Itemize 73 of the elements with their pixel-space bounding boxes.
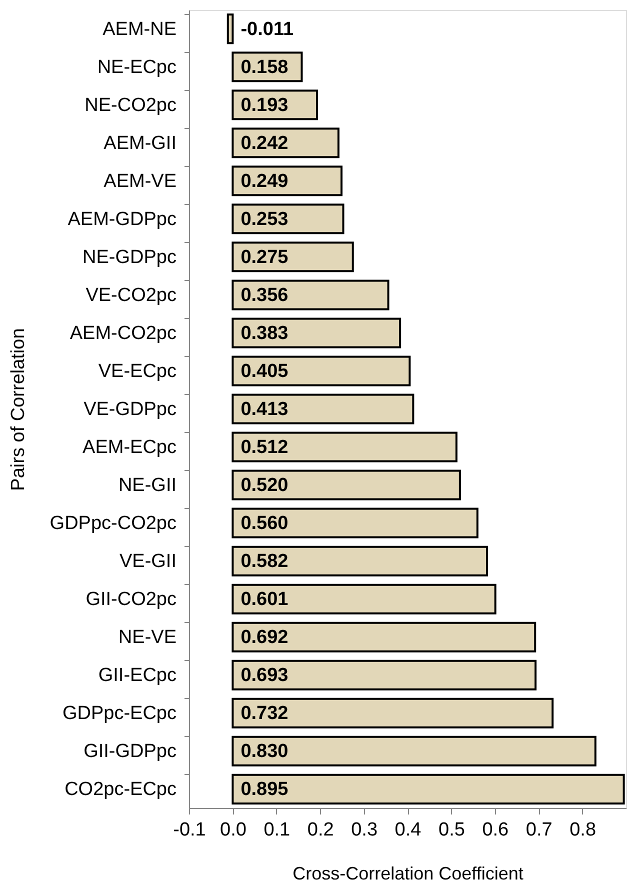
bar — [232, 242, 354, 272]
y-tick-label: AEM-ECpc — [82, 437, 176, 458]
data-label: 0.249 — [240, 170, 288, 192]
bar — [232, 318, 402, 348]
bar — [232, 394, 414, 424]
data-label: 0.895 — [240, 779, 289, 800]
y-tick-label: AEM-GII — [104, 132, 176, 154]
y-tick-label: GII-CO2pc — [86, 589, 176, 610]
data-label: 0.275 — [240, 246, 289, 268]
y-tick-label: VE-ECpc — [98, 360, 176, 382]
x-tick-label: 0.8 — [570, 820, 596, 840]
bar — [232, 736, 596, 766]
data-label: 0.732 — [240, 703, 288, 724]
x-tick-label: 0.7 — [526, 820, 552, 840]
bar — [232, 432, 458, 462]
y-tick-label: NE-GDPpc — [82, 246, 176, 268]
y-tick-label: AEM-NE — [102, 18, 176, 40]
x-tick-label: -0.1 — [173, 820, 206, 840]
y-tick-label: CO2pc-ECpc — [64, 779, 176, 800]
bar — [232, 622, 536, 652]
y-tick-label: NE-CO2pc — [84, 94, 176, 116]
bar — [232, 204, 344, 234]
data-label: 0.560 — [240, 513, 288, 534]
data-label: 0.692 — [240, 627, 288, 648]
data-label: 0.413 — [240, 399, 288, 420]
y-tick-label: NE-VE — [118, 627, 176, 648]
y-tick-label: GII-ECpc — [98, 665, 176, 686]
data-label: 0.830 — [240, 741, 288, 762]
x-axis-title: Cross-Correlation Coefficient — [292, 864, 524, 884]
y-tick-label: VE-GII — [119, 551, 176, 572]
data-label: 0.405 — [240, 360, 289, 382]
y-axis-title: Pairs of Correlation — [8, 328, 29, 491]
bar — [232, 280, 390, 310]
y-tick-label: NE-ECpc — [97, 56, 176, 78]
data-label: 0.693 — [240, 665, 288, 686]
data-label: -0.011 — [240, 18, 294, 40]
bar — [232, 698, 554, 728]
y-tick-label: VE-CO2pc — [86, 284, 176, 306]
x-tick-label: 0.1 — [264, 820, 290, 840]
data-label: 0.253 — [240, 208, 288, 230]
bar — [232, 774, 625, 804]
bar — [232, 508, 478, 538]
data-label: 0.193 — [240, 94, 288, 116]
data-label: 0.512 — [240, 437, 288, 458]
y-tick-label: GDPpc-ECpc — [62, 703, 176, 724]
bar — [232, 356, 411, 386]
y-tick-label: AEM-CO2pc — [70, 322, 176, 344]
y-tick-label: GDPpc-CO2pc — [50, 513, 176, 534]
data-label: 0.383 — [240, 322, 288, 344]
x-tick-label: 0.2 — [307, 820, 334, 840]
data-label: 0.520 — [240, 475, 288, 496]
bar — [232, 128, 340, 158]
y-tick-label: AEM-VE — [104, 170, 176, 192]
bar — [232, 584, 496, 614]
bar — [232, 546, 488, 576]
bar — [226, 14, 234, 44]
data-label: 0.242 — [240, 132, 288, 154]
x-tick-label: 0.6 — [482, 820, 509, 840]
y-tick-label: AEM-GDPpc — [68, 208, 176, 230]
bar — [232, 470, 461, 500]
x-tick-label: 0.4 — [394, 820, 422, 840]
y-tick-label: VE-GDPpc — [84, 399, 176, 420]
data-label: 0.356 — [240, 284, 288, 306]
data-label: 0.601 — [240, 589, 289, 610]
x-tick-label: 0.0 — [220, 820, 246, 840]
bar — [232, 660, 537, 690]
x-tick-label: 0.3 — [351, 820, 378, 840]
bar — [232, 166, 343, 196]
y-tick-label: NE-GII — [118, 475, 176, 496]
x-tick-label: 0.5 — [438, 820, 465, 840]
y-tick-label: GII-GDPpc — [84, 741, 176, 762]
data-label: 0.582 — [240, 551, 288, 572]
data-label: 0.158 — [240, 56, 288, 78]
